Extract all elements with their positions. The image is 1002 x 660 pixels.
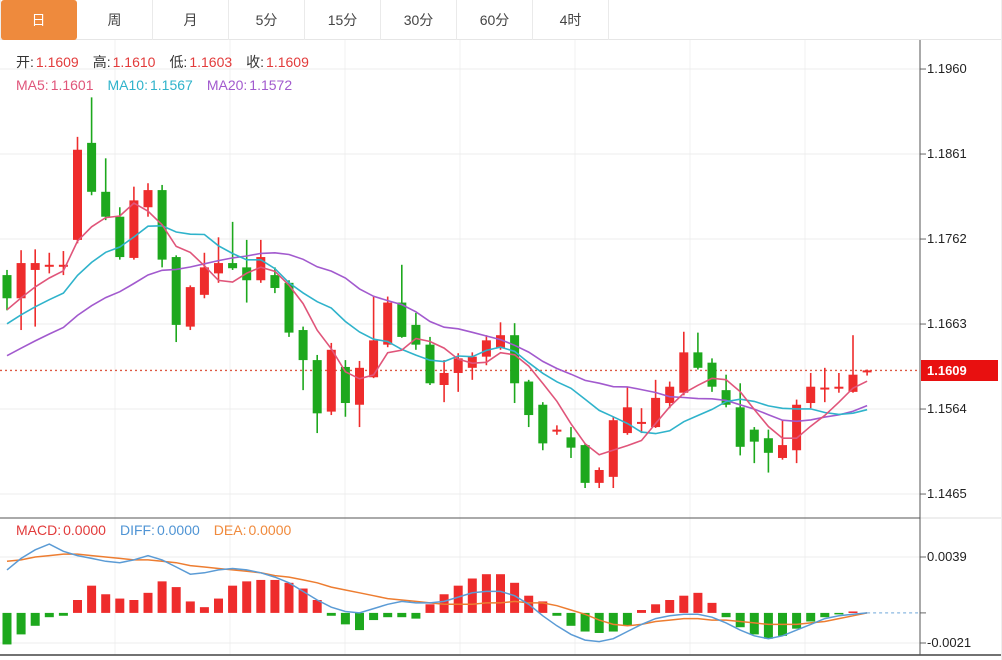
low-label: 低: [169, 54, 188, 70]
candlestick-macd-chart[interactable] [0, 40, 1002, 660]
ma-readout: MA5: 1.1601 MA10: 1.1567 MA20: 1.1572 [16, 77, 306, 93]
tab-15分[interactable]: 15分 [305, 0, 381, 40]
diff-value: 0.0000 [156, 522, 200, 538]
macd-axis-tick: 0.0039 [927, 549, 967, 564]
last-price-badge: 1.1609 [921, 360, 998, 382]
tab-60分[interactable]: 60分 [457, 0, 533, 40]
open-label: 开: [16, 54, 34, 70]
price-axis-tick: 1.1861 [927, 146, 967, 162]
open-value: 1.1609 [35, 54, 79, 70]
dea-label: DEA: [213, 522, 247, 538]
timeframe-tab-bar: 日周月 5分 15分 30分 60分 4时 [0, 0, 1001, 40]
high-value: 1.1610 [112, 54, 156, 70]
ma20-value: 1.1572 [249, 77, 293, 93]
price-axis-tick: 1.1465 [927, 486, 967, 502]
macd-axis-tick: -0.0021 [927, 635, 972, 650]
close-value: 1.1609 [266, 54, 309, 70]
tab-周[interactable]: 周 [77, 0, 153, 40]
chart-area: 开: 1.1609 高: 1.1610 低: 1.1603 收: 1.1609 MA5: 1.1… [0, 40, 1002, 660]
diff-label: DIFF: [119, 522, 155, 538]
price-axis-tick: 1.1564 [927, 401, 967, 417]
tab-5分[interactable]: 5分 [229, 0, 305, 40]
macd-label: MACD: [16, 522, 62, 538]
ma20-label: MA20: [206, 77, 248, 93]
price-axis-tick: 1.1663 [927, 316, 967, 332]
macd-value: 0.0000 [63, 522, 106, 538]
close-label: 收: [246, 54, 265, 70]
tab-30分[interactable]: 30分 [381, 0, 457, 40]
price-axis-tick: 1.1762 [927, 231, 967, 247]
tab-4时[interactable]: 4时 [533, 0, 609, 40]
ma10-label: MA10: [107, 77, 148, 93]
dea-value: 0.0000 [248, 522, 292, 538]
tab-日[interactable]: 日 [1, 0, 77, 40]
ohlc-readout: 开: 1.1609 高: 1.1610 低: 1.1603 收: 1.1609 [16, 52, 323, 72]
ma5-label: MA5: [16, 77, 49, 93]
macd-readout: MACD: 0.0000 DIFF: 0.0000 DEA: 0.0000 [16, 522, 305, 538]
ma10-value: 1.1567 [149, 77, 193, 93]
tab-月[interactable]: 月 [153, 0, 229, 40]
price-axis-tick: 1.1960 [927, 61, 967, 77]
high-label: 高: [92, 54, 111, 70]
ma5-value: 1.1601 [50, 77, 94, 93]
low-value: 1.1603 [189, 54, 233, 70]
